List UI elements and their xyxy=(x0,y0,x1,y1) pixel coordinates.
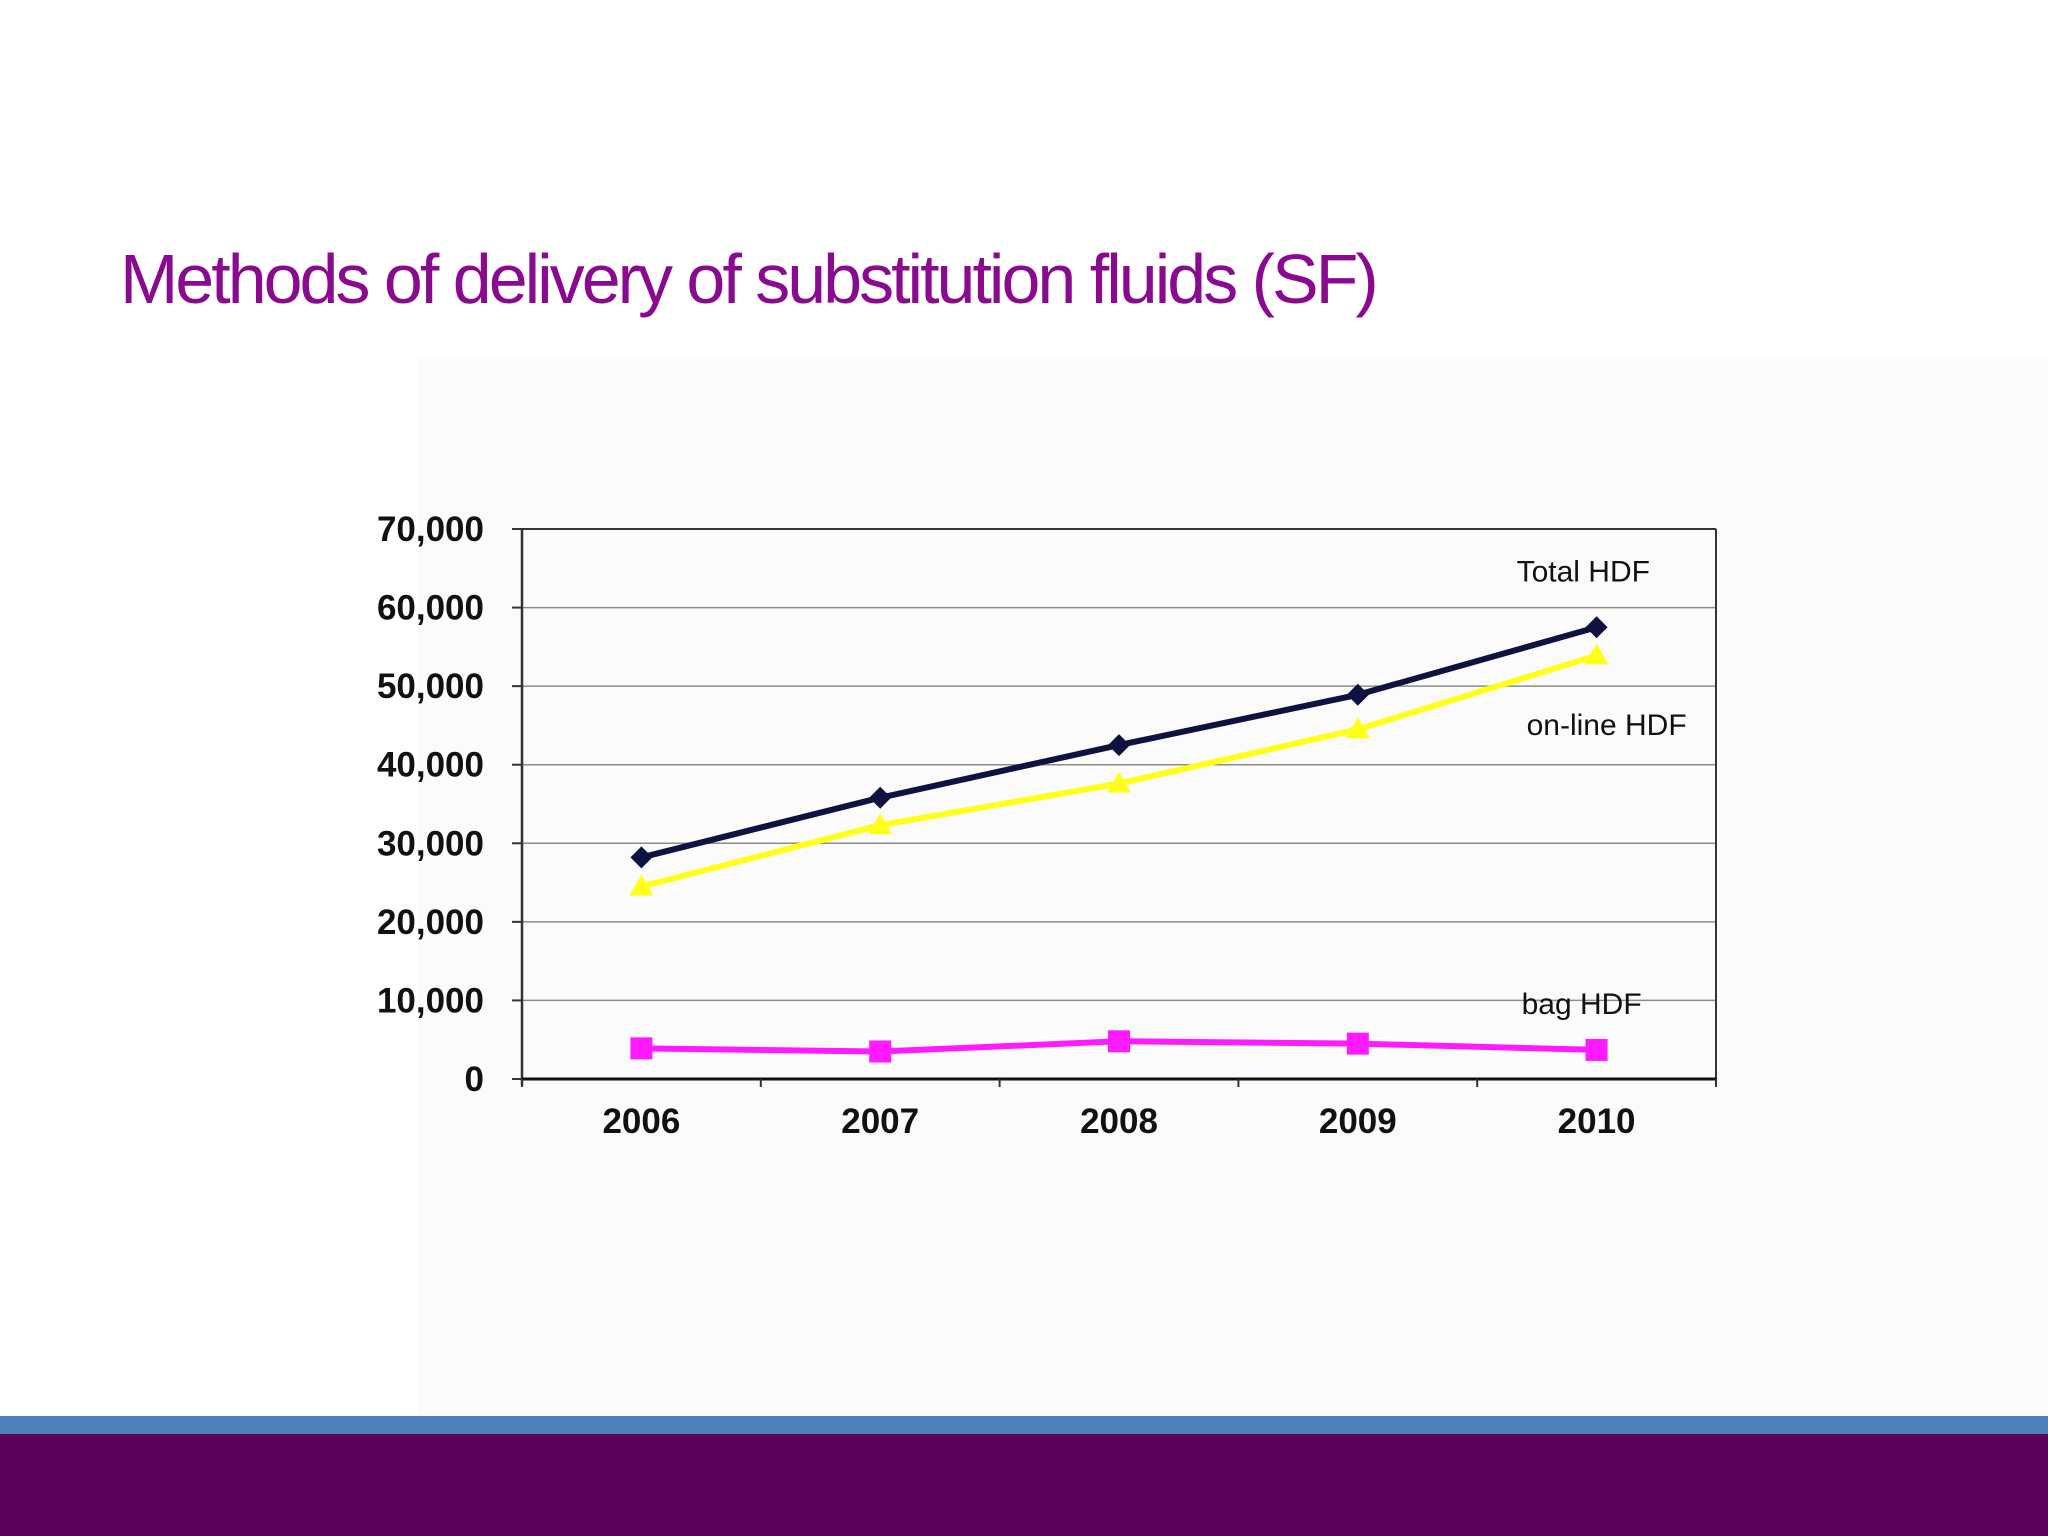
series-label: on-line HDF xyxy=(1527,709,1687,742)
data-point-total-hdf xyxy=(1585,616,1608,639)
data-point-total-hdf xyxy=(1108,734,1130,757)
data-point-on-line-hdf xyxy=(868,813,893,835)
data-point-on-line-hdf xyxy=(1584,643,1609,665)
x-tick-label: 2006 xyxy=(602,1102,680,1141)
y-axis-tick-labels: 0 10,000 20,000 30,000 40,000 50,000 60,000 70,… xyxy=(377,510,484,1099)
series-label: bag HDF xyxy=(1522,988,1642,1021)
data-point-bag-hdf xyxy=(1585,1038,1608,1061)
x-tick-label: 2008 xyxy=(1080,1102,1158,1141)
y-tick-label: 70,000 xyxy=(377,510,484,549)
chart-axes xyxy=(512,528,1717,1087)
data-point-total-hdf xyxy=(869,786,892,809)
data-point-on-line-hdf xyxy=(1107,771,1131,793)
series-labels: Total HDF on-line HDF bag HDF xyxy=(1517,556,1687,1021)
x-tick-label: 2009 xyxy=(1319,1102,1397,1141)
y-tick-label: 50,000 xyxy=(377,667,484,706)
footer-bar xyxy=(0,1434,2048,1536)
series-label: Total HDF xyxy=(1517,556,1650,589)
data-point-bag-hdf xyxy=(869,1040,892,1063)
x-tick-label: 2010 xyxy=(1558,1102,1636,1141)
data-point-bag-hdf xyxy=(1346,1032,1369,1055)
x-axis-tick-labels: 2006 2007 2008 2009 2010 xyxy=(602,1102,1635,1141)
y-tick-label: 30,000 xyxy=(377,824,484,863)
series-lines xyxy=(640,624,1598,1055)
slide-title: Methods of delivery of substitution flui… xyxy=(120,240,1379,318)
data-point-on-line-hdf xyxy=(629,874,654,896)
data-point-bag-hdf xyxy=(1108,1030,1130,1053)
y-tick-label: 0 xyxy=(465,1060,484,1099)
y-tick-label: 20,000 xyxy=(377,903,484,942)
data-point-on-line-hdf xyxy=(1345,717,1370,739)
x-tick-label: 2007 xyxy=(841,1102,919,1141)
data-point-total-hdf xyxy=(630,846,653,869)
series-line-on-line-hdf xyxy=(640,652,1598,890)
data-point-total-hdf xyxy=(1346,683,1369,706)
footer-accent-stripe xyxy=(0,1416,2048,1434)
series-markers xyxy=(629,616,1609,1063)
grid-lines xyxy=(522,528,1716,1002)
y-tick-label: 60,000 xyxy=(377,589,484,628)
y-tick-label: 40,000 xyxy=(377,746,484,785)
data-point-bag-hdf xyxy=(630,1037,653,1060)
chart-background-panel xyxy=(418,356,2048,1416)
y-tick-label: 10,000 xyxy=(377,981,484,1020)
